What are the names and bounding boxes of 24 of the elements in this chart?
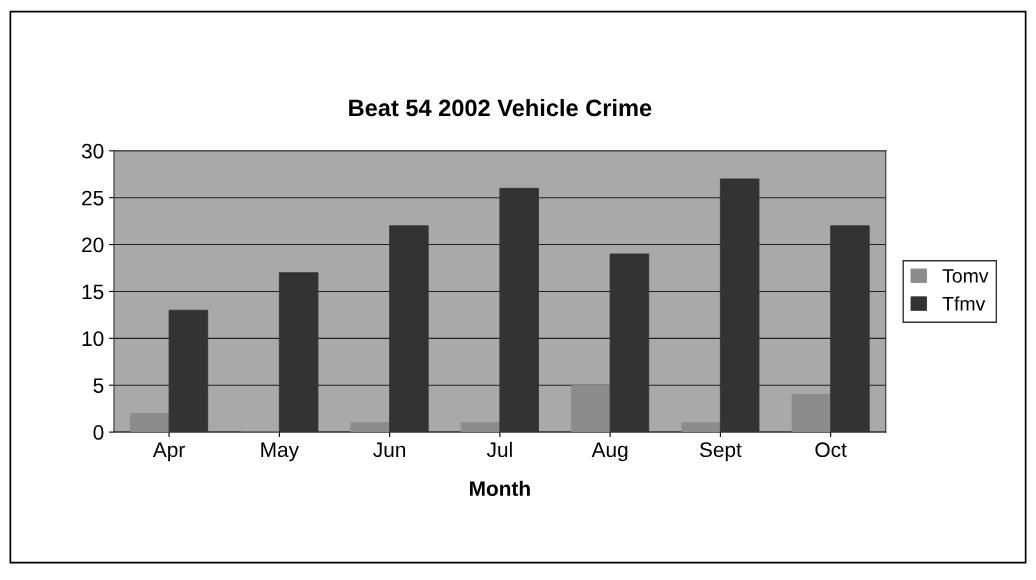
bar [681, 422, 721, 433]
bar [130, 412, 170, 433]
x-tick-label: May [261, 442, 299, 462]
x-axis-title: Month [470, 480, 530, 496]
bar [571, 384, 611, 433]
y-tick-label: 20 [82, 237, 104, 253]
legend-label: Tfmv [942, 296, 986, 311]
bar [350, 422, 391, 433]
bar [460, 422, 501, 433]
x-tick-label: Jun [373, 442, 406, 458]
y-tick-label: 25 [82, 190, 104, 206]
bar [791, 394, 832, 433]
legend-label: Tomv [942, 269, 989, 283]
x-tick-label: Sept [699, 442, 742, 462]
chart-title: Beat 54 2002 Vehicle Crime [349, 98, 652, 117]
y-tick-label: 5 [93, 378, 104, 393]
x-tick-label: Apr [152, 442, 185, 462]
x-tick-label: Aug [591, 442, 628, 462]
x-tick-label: Jul [486, 441, 512, 458]
x-tick-label: Oct [815, 442, 847, 458]
y-tick-label: 10 [82, 331, 104, 347]
y-tick-label: 30 [81, 143, 104, 159]
y-tick-label: 15 [82, 284, 104, 300]
y-tick-label: 0 [93, 425, 104, 440]
